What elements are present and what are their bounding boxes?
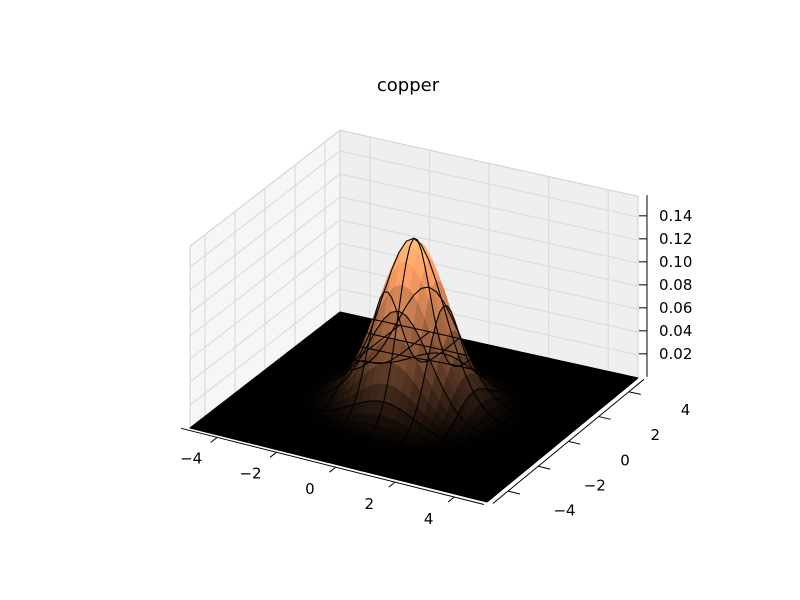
y-tick xyxy=(598,416,611,420)
gridline-z xyxy=(189,265,639,383)
wireframe-line xyxy=(219,404,518,478)
surface xyxy=(189,237,639,503)
x-tick-label: −4 xyxy=(180,450,202,468)
x-tick xyxy=(210,437,218,443)
x-tick-label: −2 xyxy=(239,465,261,483)
x-tick-label: 2 xyxy=(364,495,374,513)
y-tick-label: 2 xyxy=(650,426,660,444)
y-tick-label: 4 xyxy=(681,401,691,419)
z-tick-label: 0.04 xyxy=(659,322,692,340)
z-tick-label: 0.02 xyxy=(659,345,692,363)
x-tick xyxy=(388,481,396,488)
wireframe-line xyxy=(294,346,593,416)
z-tick-label: 0.10 xyxy=(659,253,692,271)
z-tick-label: 0.08 xyxy=(659,276,692,294)
x-tick xyxy=(329,467,336,473)
x-tick xyxy=(269,452,277,458)
gridlines xyxy=(189,136,639,417)
axes: −4 −2 0 2 4 −4 −2 0 2 4 0.02 0.04 0.06 0.08 0.10 0.12 0.… xyxy=(180,195,692,528)
gridline-z xyxy=(189,196,639,314)
z-tick-label: 0.06 xyxy=(659,299,692,317)
gridline-z xyxy=(189,219,639,337)
y-tick xyxy=(568,440,581,445)
y-tick-label: −2 xyxy=(584,476,606,494)
wireframe-line xyxy=(234,392,533,466)
x-axis-line xyxy=(180,427,485,505)
z-tick-label: 0.14 xyxy=(659,207,692,225)
wireframe-line xyxy=(249,310,548,453)
gridline-z xyxy=(189,288,639,406)
y-tick-label: 0 xyxy=(620,451,630,469)
y-tick xyxy=(507,490,521,495)
gridline-z xyxy=(189,173,639,291)
wireframe-line xyxy=(264,237,563,441)
y-tick xyxy=(538,465,551,470)
wireframe-line xyxy=(309,334,608,404)
x-tick-label: 4 xyxy=(424,510,434,528)
wireframe-line xyxy=(324,323,624,391)
wireframe-line xyxy=(189,427,488,503)
z-tick-label: 0.12 xyxy=(659,230,692,248)
wireframe-line xyxy=(204,415,503,491)
wireframe-line xyxy=(339,311,639,379)
y-tick xyxy=(628,391,641,395)
x-tick xyxy=(447,496,455,503)
y-tick-label: −4 xyxy=(553,502,575,520)
gridline-z xyxy=(189,242,639,360)
wireframe-line xyxy=(279,286,578,429)
chart-title: copper xyxy=(377,75,440,96)
gridline-z xyxy=(189,150,639,268)
x-tick-label: 0 xyxy=(305,480,315,498)
